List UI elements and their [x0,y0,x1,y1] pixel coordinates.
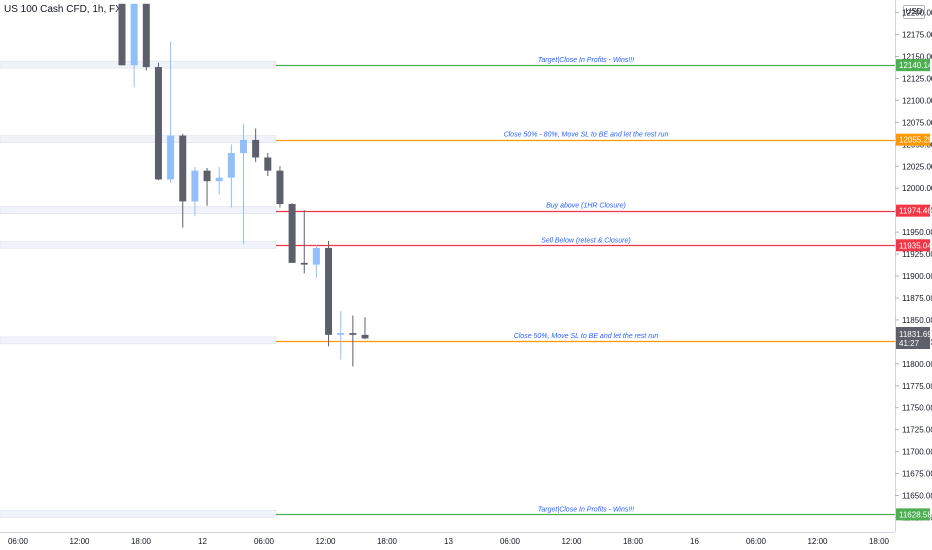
price-tick-label: 11900.00 [902,272,932,281]
time-tick-label: 12 [198,537,207,546]
price-tag-text: 12140.14 [899,61,932,70]
price-tick-label: 12075.00 [902,118,932,127]
level-label: Target|Close In Profits - Wins!!! [538,57,634,64]
countdown-text: 41:27 [899,339,920,348]
candle-body [300,262,308,265]
level-labels: Target|Close In Profits - Wins!!! Close 5… [504,57,669,513]
price-tag [896,59,930,72]
time-tick-label: 12:00 [561,537,582,546]
time-tick-label: 06:00 [500,537,521,546]
price-tag-text: 12055.29 [899,136,932,145]
price-tag [896,239,930,252]
candle-body [142,3,150,68]
level-label: Buy above (1HR Closure) [546,203,626,210]
level-zone [0,510,277,518]
price-tick-label: 11775.00 [902,382,932,391]
candle-body [227,153,235,178]
candle-body [215,177,223,182]
price-tag-text: 11974.46 [899,207,932,216]
candle-body [325,247,333,335]
level-label: Sell Below (retest & Closure) [541,237,630,244]
price-tag-text: 11935.04 [899,241,932,250]
candle-body [130,3,138,66]
price-tag [896,204,930,217]
time-tick-label: 16 [690,537,699,546]
price-tick-label: 12175.00 [902,31,932,40]
price-tick-label: 11750.00 [902,404,932,413]
price-tick-label: 12100.00 [902,96,932,105]
price-tag-text: 11628.58 [899,510,932,519]
candle-body [276,170,284,205]
candle-body [203,170,211,182]
chart-title: US 100 Cash CFD, 1h, FX [4,4,122,15]
time-tick-label: 06:00 [8,537,29,546]
price-tick-label: 11650.00 [902,492,932,501]
candle-body [288,204,296,263]
time-tick-label: 06:00 [746,537,767,546]
time-tick-label: 12:00 [69,537,90,546]
price-axis[interactable]: 12200.00 12175.00 12150.00 12125.00 12100.00… [895,9,932,523]
time-tick-label: 18:00 [131,537,152,546]
candle-body [118,3,126,66]
candle-body [312,247,320,265]
candle-body [264,157,272,171]
level-label: Close 50%, Move SL to BE and let the res… [514,333,659,340]
price-tick-label: 12025.00 [902,162,932,171]
time-tick-label: 13 [444,537,453,546]
price-tick-label: 11800.00 [902,360,932,369]
time-axis[interactable]: 06:00 12:00 18:00 12 06:00 12:00 18:00 13 06:00 1… [8,537,890,546]
price-tick-label: 11850.00 [902,316,932,325]
currency-button[interactable]: USD [903,5,925,19]
time-tick-label: 18:00 [377,537,398,546]
time-tick-label: 12:00 [807,537,828,546]
candle-body [240,139,247,154]
price-tag [896,508,930,521]
price-tags: 12140.1412055.2911974.4611935.0411826.15… [896,59,932,521]
last-price-tag [896,327,930,350]
level-zone [0,240,277,249]
price-tick-label: 11725.00 [902,426,932,435]
level-label: Target|Close In Profits - Wins!!! [538,506,634,513]
level-zone [0,135,277,143]
price-tick-label: 12000.00 [902,184,932,193]
price-tick-label: 11950.00 [902,228,932,237]
price-tick-label: 12200.00 [902,9,932,18]
candles [118,3,369,367]
candle-body [154,67,162,180]
price-tick-label: 12125.00 [902,74,932,83]
level-zone [0,336,277,345]
candle-body [349,333,357,335]
level-lines [276,64,895,516]
level-zone [0,206,277,214]
last-price-text: 11831.69 [899,330,932,339]
time-tick-label: 12:00 [315,537,336,546]
price-tick-label: 11700.00 [902,448,932,457]
candle-body [252,139,260,158]
level-zones [0,60,277,518]
candle-body [361,334,369,339]
candle-body [179,135,187,202]
price-tick-label: 11875.00 [902,294,932,303]
candle-body [191,170,199,202]
level-zone [0,60,277,69]
price-tick-label: 11675.00 [902,470,932,479]
price-tick-label: 12150.00 [902,53,932,62]
candle-body [337,333,345,335]
time-tick-label: 06:00 [254,537,275,546]
price-tag [896,133,930,146]
level-label: Close 50% - 80%, Move SL to BE and let t… [504,132,669,139]
price-tick-label: 11925.00 [902,250,932,259]
time-tick-label: 18:00 [623,537,644,546]
candle-body [167,135,175,180]
time-tick-label: 18:00 [869,537,890,546]
